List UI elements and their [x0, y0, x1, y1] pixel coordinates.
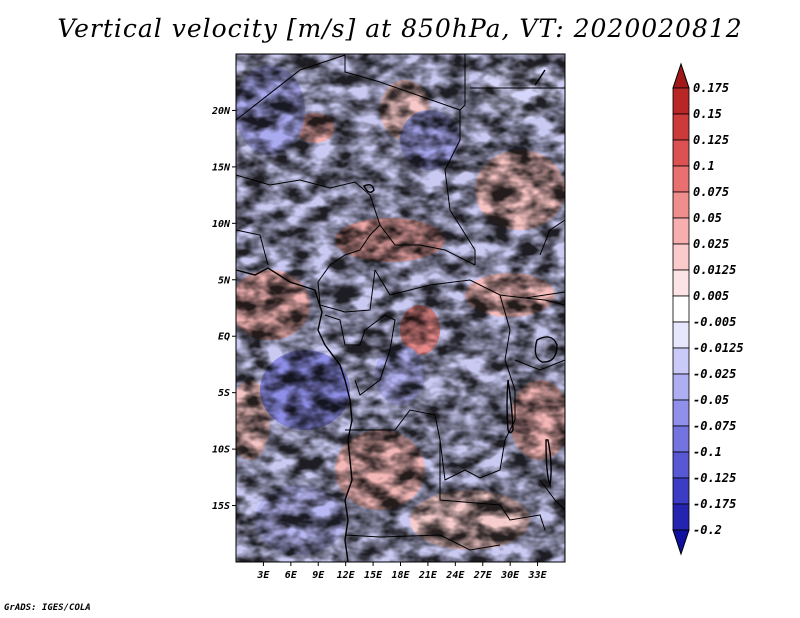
colorbar-segment — [672, 113, 690, 141]
colorbar-label: 0.025 — [693, 237, 729, 251]
boundary-drc-east — [345, 294, 516, 481]
x-tick-label: 6E — [285, 570, 298, 581]
colorbar-segment — [672, 269, 690, 297]
y-tick-label: 20N — [211, 106, 231, 117]
colorbar-segment — [672, 217, 690, 245]
colorbar-label: 0.1 — [693, 159, 715, 173]
x-tick-label: 15E — [364, 570, 383, 581]
colorbar-segment — [672, 503, 690, 531]
x-tick-label: 33E — [528, 570, 548, 581]
boundary-gabon-congo — [324, 314, 396, 396]
y-tick-label: 5S — [218, 388, 230, 399]
colorbar-label: 0.175 — [693, 81, 729, 95]
x-tick-label: 30E — [500, 570, 520, 581]
y-tick-label: EQ — [218, 332, 230, 343]
boundary-tanzania — [514, 359, 566, 371]
colorbar-label: -0.175 — [693, 497, 736, 511]
boundary-libya — [344, 54, 466, 111]
boundary-car-drc — [374, 269, 566, 299]
country-boundaries — [235, 54, 566, 551]
colorbar-label: 0.15 — [693, 107, 722, 121]
colorbar-segment — [672, 477, 690, 505]
colorbar-label: 0.125 — [693, 133, 729, 147]
field-noise — [236, 54, 565, 562]
x-tick-label: 27E — [473, 570, 493, 581]
colorbar-segment — [672, 451, 690, 479]
x-axis: 3E 6E 9E 12E 15E 18E 21E 24E 27E 30E 33E — [256, 562, 548, 581]
colorbar-segment — [672, 87, 690, 115]
boundary-chad-sudan — [444, 110, 476, 265]
x-tick-label: 12E — [337, 570, 356, 581]
x-tick-label: 3E — [256, 570, 270, 581]
colorbar-segment — [672, 191, 690, 219]
colorbar-label: -0.05 — [693, 393, 729, 407]
boundary-uganda-kenya — [524, 297, 566, 306]
boundary-ethiopia-sudan — [539, 219, 566, 256]
chart-title: Vertical velocity [m/s] at 850hPa, VT: 2… — [57, 14, 743, 43]
x-tick-label: 18E — [391, 570, 410, 581]
colorbar: 0.175 0.15 0.125 0.1 0.075 0.05 0.025 0.0125 0.0… — [672, 62, 744, 556]
boundary-west-nigeria — [235, 229, 269, 266]
y-tick-label: 5N — [218, 275, 231, 286]
y-axis: 20N 15N 10N 5N EQ 5S 10S 15S — [211, 106, 236, 512]
colorbar-label: 0.0125 — [693, 263, 736, 277]
colorbar-label: -0.025 — [693, 367, 736, 381]
y-tick-label: 10N — [212, 219, 231, 230]
red-sea-coast — [534, 69, 546, 86]
colorbar-label: 0.075 — [693, 185, 729, 199]
lake-malawi — [545, 439, 552, 488]
coastlines — [235, 69, 558, 563]
boundary-namibia — [344, 534, 501, 551]
lake-chad — [363, 183, 375, 193]
footer-credit: GrADS: IGES/COLA — [4, 603, 91, 613]
boundary-angola-zambia — [439, 440, 546, 531]
y-tick-label: 10S — [212, 445, 230, 456]
colorbar-label: -0.0125 — [693, 341, 744, 355]
boundary-cameroon — [317, 269, 376, 313]
map-panel — [236, 54, 565, 562]
colorbar-segment — [672, 243, 690, 271]
boundary-mozambique — [539, 479, 566, 511]
colorbar-segment — [672, 399, 690, 427]
colorbar-label: -0.075 — [693, 419, 736, 433]
colorbar-label: -0.005 — [693, 315, 736, 329]
colorbar-top-arrow — [672, 62, 690, 89]
colorbar-segment — [672, 373, 690, 401]
colorbar-bottom-arrow — [672, 529, 690, 556]
colorbar-segment — [672, 295, 690, 323]
colorbar-segment — [672, 425, 690, 453]
lake-victoria — [534, 336, 558, 363]
colorbar-label: -0.125 — [693, 471, 736, 485]
coast-gulf-of-guinea — [235, 267, 353, 563]
boundary-chad-car — [379, 224, 476, 266]
boundary-niger-chad — [235, 54, 346, 121]
colorbar-segment — [672, 347, 690, 375]
y-tick-label: 15N — [212, 162, 231, 173]
colorbar-label: -0.2 — [693, 523, 722, 537]
boundary-niger-nigeria — [235, 174, 381, 283]
x-tick-label: 21E — [418, 570, 438, 581]
x-tick-label: 24E — [445, 570, 465, 581]
colorbar-segment — [672, 165, 690, 193]
colorbar-label: -0.1 — [693, 445, 722, 459]
y-tick-label: 15S — [212, 501, 230, 512]
colorbar-label: 0.05 — [693, 211, 722, 225]
x-tick-label: 9E — [312, 570, 325, 581]
colorbar-label: 0.005 — [693, 289, 729, 303]
lake-tanganyika — [506, 379, 514, 434]
colorbar-segment — [672, 139, 690, 167]
colorbar-segment — [672, 321, 690, 349]
